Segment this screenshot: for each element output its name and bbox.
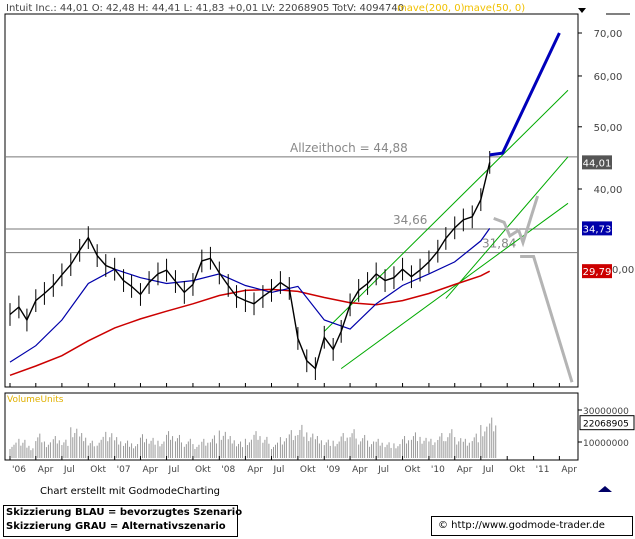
price-badge-label: 34,73: [583, 224, 612, 235]
x-tick-label: Okt: [300, 465, 316, 475]
axis-labels: 40,00 50,00 60,00 70,00 0,00 '06 Apr Jul Okt '07 A…: [9, 29, 634, 475]
x-tick-label: Okt: [90, 465, 106, 475]
x-tick-label: '11: [536, 465, 550, 475]
chart-info-header: Intuit Inc.: 44,01 O: 42,48 H: 44,41 L: …: [6, 3, 404, 14]
level-label: Allzeithoch = 44,88: [290, 141, 408, 155]
price-panel-frame: [4, 13, 579, 388]
y-tick-label: 40,00: [594, 185, 623, 196]
x-tick-label: Okt: [405, 465, 421, 475]
price-badge-current: [582, 155, 612, 170]
gray-scenario-path-1: [493, 195, 540, 248]
level-label: 31,84: [482, 237, 516, 251]
series-layer: [9, 150, 491, 381]
ma200-line: [9, 270, 491, 377]
x-tick-label: Okt: [509, 465, 525, 475]
x-tick-label: '07: [117, 465, 131, 475]
channel-line: [323, 89, 569, 332]
price-badge-label: 44,01: [583, 158, 612, 169]
x-tick-label: Okt: [195, 465, 211, 475]
copyright-link[interactable]: © http://www.godmode-trader.de: [438, 520, 605, 531]
chart-credit: Chart erstellt mit GodmodeCharting: [40, 486, 220, 497]
x-tick-label: Apr: [457, 465, 473, 475]
resize-arrow-icon[interactable]: [598, 486, 612, 492]
channel-line: [340, 202, 569, 370]
level-lines: Allzeithoch = 44,88 34,66 31,84: [5, 141, 578, 254]
x-tick-label: Jul: [273, 465, 285, 475]
collapse-arrow-icon[interactable]: [578, 8, 586, 13]
x-tick-label: Apr: [352, 465, 368, 475]
price-badge-label: 29,79: [583, 267, 612, 278]
volume-tick-label: 30000000: [583, 407, 629, 417]
ma200-legend-label: mave(200, 0): [397, 3, 465, 14]
x-tick-label: Jul: [482, 465, 494, 475]
price-line: [9, 162, 491, 370]
x-tick-label: Jul: [63, 465, 75, 475]
volume-tick-label: 10000000: [583, 439, 629, 449]
x-tick-label: Jul: [377, 465, 389, 475]
copyright-box[interactable]: © http://www.godmode-trader.de: [431, 516, 633, 536]
price-badges: 44,01 34,73 29,79: [582, 155, 612, 279]
x-tick-label: Apr: [561, 465, 577, 475]
blue-scenario-path: [489, 32, 561, 157]
legend-gray-scenario: Skizzierung GRAU = Alternativszenario: [6, 521, 226, 532]
x-tick-label: Jul: [168, 465, 180, 475]
gray-scenario-path-2: [520, 255, 574, 383]
ma50-legend-label: mave(50, 0): [464, 3, 525, 14]
x-tick-label: '06: [12, 465, 26, 475]
volume-bars: 30000000 10000000 22068905: [9, 407, 635, 458]
y-tick-label: 50,00: [594, 123, 623, 134]
x-tick-label: Apr: [247, 465, 263, 475]
volume-last-label: 22068905: [583, 420, 629, 430]
legend-blue-scenario: Skizzierung BLAU = bevorzugtes Szenario: [6, 507, 243, 518]
ma50-line: [9, 228, 491, 363]
price-badge-ma50: [582, 221, 612, 236]
x-tick-label: Apr: [38, 465, 54, 475]
x-tick-label: '10: [431, 465, 445, 475]
y-tick-label: 70,00: [594, 29, 623, 40]
price-badge-ma200: [582, 264, 612, 279]
x-tick-label: '09: [326, 465, 340, 475]
volume-last-badge: [579, 415, 635, 431]
x-tick-label: '08: [221, 465, 235, 475]
level-label: 34,66: [393, 213, 427, 227]
y-tick-label: 0,00: [612, 265, 634, 276]
x-tick-label: Apr: [142, 465, 158, 475]
y-tick-label: 60,00: [594, 72, 623, 83]
scenario-sketches: [489, 32, 574, 383]
volume-panel-label: VolumeUnits: [7, 395, 64, 405]
legend-box: Skizzierung BLAU = bevorzugtes Szenario …: [3, 505, 243, 537]
